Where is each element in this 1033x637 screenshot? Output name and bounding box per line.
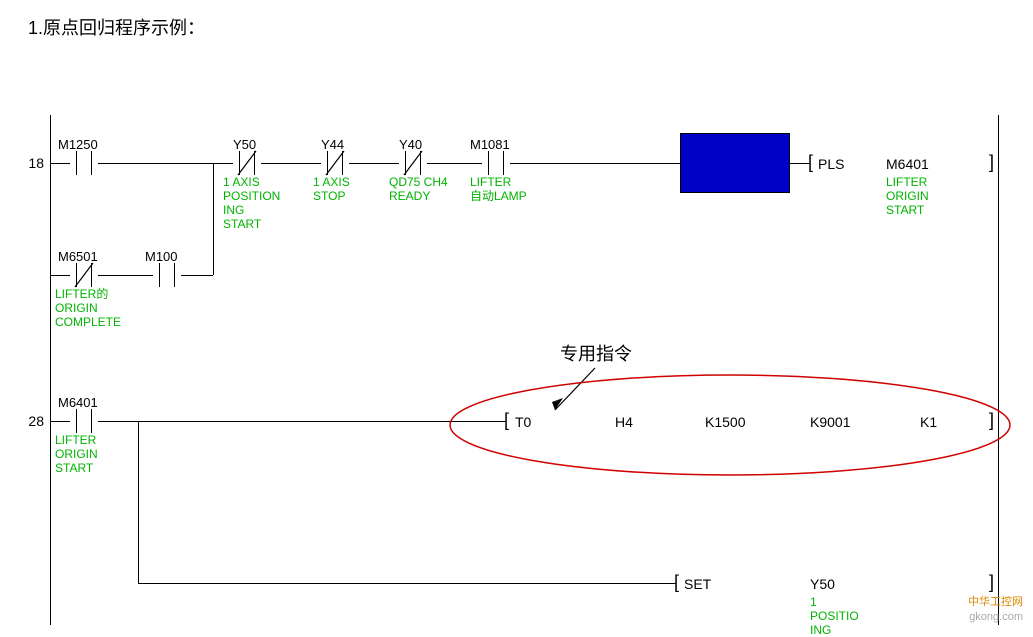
label-m6501: M6501 — [58, 249, 98, 264]
label-y40: Y40 — [399, 137, 422, 152]
label-m6401-rung2: M6401 — [58, 395, 98, 410]
right-power-rail — [998, 115, 999, 625]
instruction-to-p4: K1 — [920, 414, 937, 430]
label-m1250: M1250 — [58, 137, 98, 152]
comment-pls-out: LIFTER ORIGIN START — [886, 175, 929, 217]
contact-y50 — [233, 153, 261, 173]
bracket-to-right: ] — [989, 410, 994, 431]
bracket-to-left: [ — [504, 410, 509, 431]
contact-m100 — [153, 265, 181, 285]
label-y44: Y44 — [321, 137, 344, 152]
contact-y44 — [321, 153, 349, 173]
annotation-label: 专用指令 — [560, 340, 632, 366]
bracket-pls-left: [ — [808, 152, 813, 173]
contact-y40 — [399, 153, 427, 173]
label-m100: M100 — [145, 249, 178, 264]
contact-m1081 — [482, 153, 510, 173]
step-number-28: 28 — [16, 413, 44, 429]
comment-set-out: 1 POSITIO ING — [810, 595, 859, 637]
contact-m1250 — [70, 153, 98, 173]
instruction-to-op: T0 — [515, 414, 531, 430]
bracket-pls-right: ] — [989, 152, 994, 173]
instruction-to-p1: H4 — [615, 414, 633, 430]
instruction-set: SET — [684, 576, 711, 592]
contact-m6501 — [70, 265, 98, 285]
left-power-rail — [50, 115, 51, 625]
comment-y40: QD75 CH4 READY — [389, 175, 448, 203]
ladder-diagram: 18 28 M1250 Y50 1 AXIS POSITION ING STAR… — [40, 115, 1010, 615]
instruction-to-p2: K1500 — [705, 414, 745, 430]
instruction-set-dev: Y50 — [810, 576, 835, 592]
bracket-set-left: [ — [674, 572, 679, 593]
comment-m6501: LIFTER的 ORIGIN COMPLETE — [55, 287, 121, 329]
contact-m6401 — [70, 411, 98, 431]
instruction-pls-dev: M6401 — [886, 156, 929, 172]
instruction-to-p3: K9001 — [810, 414, 850, 430]
label-m1081: M1081 — [470, 137, 510, 152]
selected-instruction-box — [680, 133, 790, 193]
bracket-set-right: ] — [989, 572, 994, 593]
comment-m6401-rung2: LIFTER ORIGIN START — [55, 433, 98, 475]
label-y50: Y50 — [233, 137, 256, 152]
step-number-18: 18 — [16, 155, 44, 171]
watermark-text-2: gkong.com — [969, 611, 1023, 623]
comment-y44: 1 AXIS STOP — [313, 175, 350, 203]
watermark-text-1: 中华工控网 — [968, 593, 1023, 609]
comment-y50: 1 AXIS POSITION ING START — [223, 175, 280, 231]
instruction-pls: PLS — [818, 156, 844, 172]
comment-m1081: LIFTER 自动LAMP — [470, 175, 527, 203]
page-title: 1.原点回归程序示例： — [28, 14, 205, 40]
